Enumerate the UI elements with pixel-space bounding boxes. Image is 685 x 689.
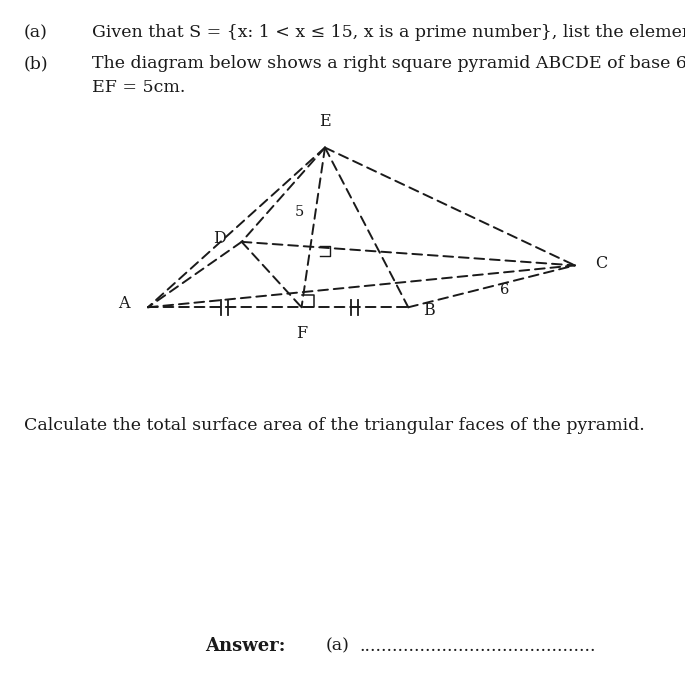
Text: The diagram below shows a right square pyramid ABCDE of base 6cm and: The diagram below shows a right square p… <box>92 55 685 72</box>
Text: 6: 6 <box>500 283 509 297</box>
Text: C: C <box>595 255 607 272</box>
Text: ...........................................: ........................................… <box>360 637 596 655</box>
Text: A: A <box>119 296 129 312</box>
Text: Calculate the total surface area of the triangular faces of the pyramid.: Calculate the total surface area of the … <box>24 417 645 434</box>
Text: Answer:: Answer: <box>206 637 286 655</box>
Text: 5: 5 <box>295 205 304 218</box>
Text: F: F <box>296 325 307 342</box>
Text: EF = 5cm.: EF = 5cm. <box>92 79 186 96</box>
Text: (a): (a) <box>325 637 349 655</box>
Text: D: D <box>213 230 226 247</box>
Text: Given that S = {x: 1 < x ≤ 15, x is a prime number}, list the elements of set S.: Given that S = {x: 1 < x ≤ 15, x is a pr… <box>92 24 685 41</box>
Text: (b): (b) <box>24 55 49 72</box>
Text: (a): (a) <box>24 24 48 41</box>
Text: E: E <box>319 113 331 130</box>
Text: B: B <box>423 302 435 319</box>
